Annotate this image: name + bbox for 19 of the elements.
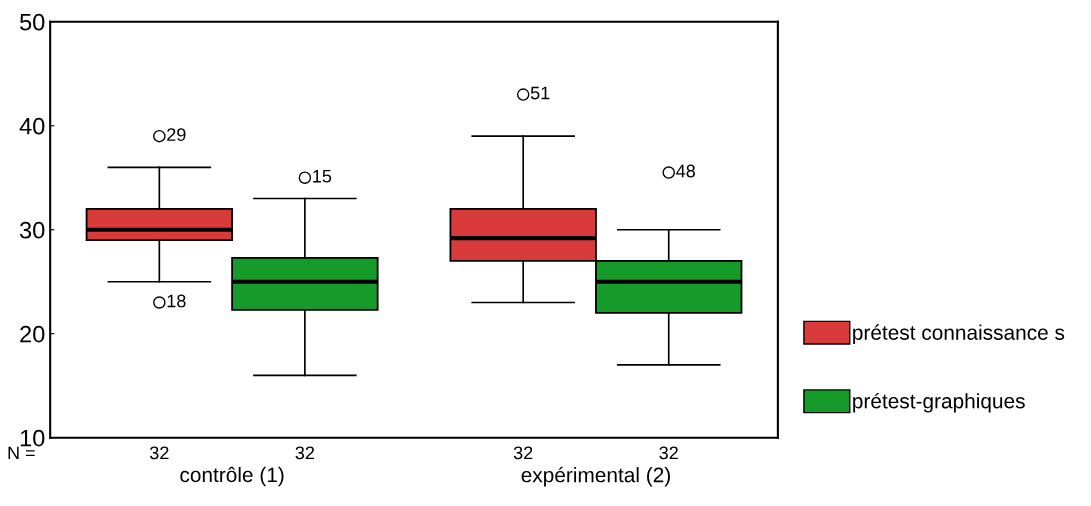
text: 32 — [513, 446, 533, 460]
annotation: 29 — [167, 128, 186, 141]
y-tick-label: 30 — [19, 221, 45, 239]
annotation: 15 — [313, 169, 332, 183]
annotation: 48 — [676, 164, 695, 178]
y-tick-label: 10 — [20, 429, 45, 447]
x-tick-label: expérimental (2) — [521, 466, 670, 487]
y-tick-label: 40 — [19, 117, 45, 135]
text: 32 — [659, 446, 678, 460]
legend-label: prétest connaissance s — [853, 324, 1065, 345]
legend-label: prétest-graphiques — [853, 392, 1025, 413]
text: 32 — [149, 446, 169, 460]
x-tick-label: contrôle (1) — [180, 466, 284, 487]
y-tick-label: 50 — [20, 13, 45, 31]
text: N = — [8, 446, 35, 460]
text: 32 — [295, 446, 315, 460]
annotation: 18 — [167, 294, 186, 308]
annotation: 51 — [530, 86, 550, 100]
y-tick-label: 20 — [20, 325, 45, 343]
